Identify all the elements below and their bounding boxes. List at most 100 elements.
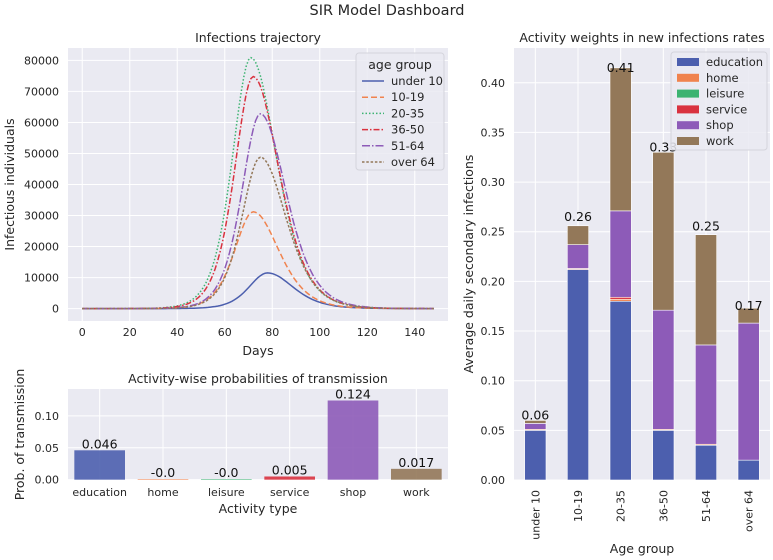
y-tick-label: 0.40 [481,77,506,90]
legend-label: 51-64 [391,139,424,153]
legend-label: 36-50 [391,123,424,137]
legend-label: over 64 [391,155,435,169]
bar-service [264,476,315,480]
bar-segment-work [695,234,717,346]
bar-segment-work [652,151,675,311]
legend-label: 10-19 [391,90,424,104]
figure-title: SIR Model Dashboard [310,3,465,19]
legend-box [355,52,445,171]
bar-segment-work [567,225,589,245]
bar-home [137,479,189,480]
x-tick-label: 60 [218,326,232,339]
x-tick-label: 80 [265,326,279,339]
bar-segment-shop [609,210,632,298]
bar-segment-education [567,269,589,481]
bar-value-label: -0.0 [214,465,238,480]
legend-swatch [677,137,699,145]
legend-label: service [706,102,747,116]
plot-area [68,389,448,480]
y-tick-label: 0.10 [481,375,506,388]
bar-segment-shop [524,423,547,430]
y-tick-label: 50000 [24,147,59,160]
y-tick-label: 0.15 [481,325,506,338]
bar-value-label: -0.0 [151,465,175,480]
bar-value-label: 0.124 [335,386,371,401]
bar-total-label: 0.26 [564,209,592,224]
transmission-probability-panel: 0.00 0.05 0.10 0.046 education -0.0 home -0.0 le… [12,369,448,516]
bar-segment-education [652,430,675,481]
bar-shop [327,400,379,480]
x-tick-label: home [147,486,178,499]
y-tick-label: 0.30 [481,176,506,189]
bar-segment-shop [652,309,675,430]
bar-segment-work [737,307,760,324]
bar-segment-education [695,444,717,481]
legend-label: 20-35 [391,106,424,120]
legend-label: home [706,71,739,85]
bar-segment-shop [567,244,589,269]
y-tick-label: 0.10 [35,410,60,423]
legend-label: shop [706,118,734,132]
series-line-51-64 [82,112,434,310]
bar-segment-work [609,67,632,212]
bar-value-label: 0.017 [398,455,434,470]
activity-weights-panel: 0.00 0.05 0.10 0.15 0.20 0.25 0.30 0.35 0.40 0.06… [461,30,770,556]
panel-title: Activity-wise probabilities of transmiss… [128,371,388,386]
y-tick-label: 0.25 [481,226,506,239]
legend-label: leisure [706,87,744,101]
bar-value-label: 0.005 [272,462,308,477]
x-tick-label: 20-35 [615,490,628,522]
x-tick-label: under 10 [529,490,542,540]
x-tick-label: education [72,486,127,499]
bar-total-label: 0.41 [607,60,635,75]
infections-trajectory-panel: 0 20 40 60 80 100 120 140 0 10000 20000 30000 40000 5… [2,30,448,358]
x-axis-label: Activity type [219,501,298,516]
y-tick-label: 0 [52,303,59,316]
bar-segment-education [609,300,632,481]
x-tick-label: 36-50 [657,490,670,522]
bar-segment-education [737,459,760,481]
y-tick-label: 0.20 [481,275,506,288]
legend-swatch [677,58,699,66]
legend-swatch [677,121,699,130]
x-tick-label: shop [340,486,366,499]
bar-segment-shop [737,322,760,461]
x-tick-label: 10-19 [572,490,585,522]
y-tick-label: 30000 [24,210,59,223]
y-tick-label: 0.05 [481,424,506,437]
bar-leisure [201,479,252,480]
legend-swatch [677,89,699,98]
y-axis-label: Prob. of transmission [12,369,27,501]
x-tick-label: 20 [123,326,137,339]
x-tick-label: work [403,486,430,499]
legend-title: age group [368,57,432,72]
legend-label: education [706,55,763,69]
y-tick-label: 40000 [24,179,59,192]
x-tick-label: 40 [170,326,184,339]
bar-education [74,450,125,480]
bar-segment-education [524,430,547,481]
bar-segment-work [524,420,547,424]
y-tick-label: 0.00 [481,474,506,487]
bar-total-label: 0.25 [692,219,720,234]
bar-total-label: 0.17 [735,298,763,313]
x-tick-label: over 64 [743,490,756,532]
bar-segment-shop [695,344,717,445]
bar-total-label: 0.06 [521,407,549,422]
x-tick-label: 100 [309,326,330,339]
x-tick-label: 51-64 [700,490,713,522]
x-tick-label: leisure [208,486,245,499]
legend-label: work [706,134,734,148]
bar-total-label: 0.33 [649,139,677,154]
bar-value-label: 0.046 [82,436,118,451]
x-axis-label: Days [242,343,273,358]
y-axis-label: Infectious individuals [2,118,17,250]
y-tick-label: 60000 [24,116,59,129]
x-axis-label: Age group [610,541,675,556]
y-tick-label: 80000 [24,54,59,67]
panel-title: Activity weights in new infections rates [519,30,764,45]
x-tick-label: 140 [404,326,425,339]
legend-label: under 10 [391,74,443,88]
x-tick-label: 120 [357,326,378,339]
panel-title: Infections trajectory [195,30,321,45]
